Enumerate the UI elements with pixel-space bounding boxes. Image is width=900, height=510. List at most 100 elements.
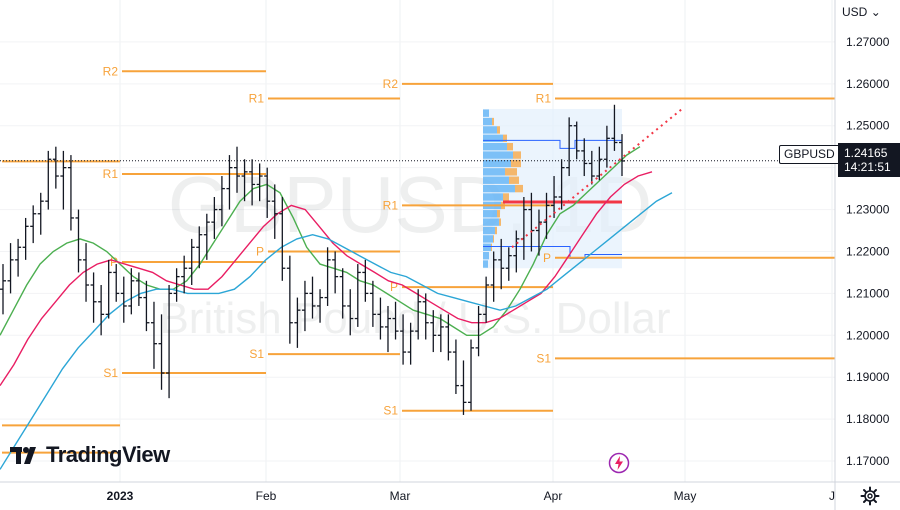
- price-bar[interactable]: [196, 226, 203, 269]
- moving-average-line[interactable]: [0, 192, 673, 470]
- price-bar[interactable]: [67, 155, 74, 231]
- price-bar[interactable]: [75, 209, 82, 273]
- trend-line[interactable]: [511, 108, 683, 249]
- price-bar[interactable]: [113, 264, 120, 302]
- price-bar[interactable]: [513, 230, 520, 273]
- price-bar[interactable]: [445, 314, 452, 361]
- price-bar[interactable]: [324, 247, 331, 306]
- price-bar[interactable]: [211, 196, 218, 239]
- price-bar[interactable]: [0, 264, 6, 315]
- price-bar[interactable]: [128, 268, 135, 315]
- price-bar[interactable]: [551, 176, 558, 218]
- time-axis[interactable]: 2023 Feb Mar Apr May J: [0, 481, 900, 503]
- price-bar[interactable]: [611, 104, 618, 151]
- price-bar[interactable]: [143, 280, 150, 332]
- price-bar[interactable]: [203, 213, 210, 260]
- price-bar[interactable]: [415, 289, 422, 340]
- price-bar[interactable]: [437, 314, 444, 353]
- price-bar[interactable]: [37, 192, 44, 235]
- price-bar[interactable]: [60, 150, 67, 210]
- price-bar[interactable]: [558, 159, 565, 210]
- moving-average-line[interactable]: [0, 146, 641, 336]
- price-bar[interactable]: [181, 255, 188, 294]
- gear-icon[interactable]: [858, 485, 882, 507]
- price-bar[interactable]: [218, 176, 225, 227]
- lightning-icon[interactable]: [608, 452, 630, 474]
- price-bar[interactable]: [158, 314, 165, 390]
- price-bar[interactable]: [475, 305, 482, 357]
- price-bar[interactable]: [588, 150, 595, 185]
- price-bar[interactable]: [22, 217, 29, 260]
- price-bar[interactable]: [581, 138, 588, 177]
- price-bar[interactable]: [90, 272, 97, 323]
- price-bar[interactable]: [573, 121, 580, 160]
- price-bar[interactable]: [468, 339, 475, 411]
- currency-selector[interactable]: USD ⌄: [842, 5, 881, 19]
- price-bar[interactable]: [188, 238, 195, 286]
- price-bar[interactable]: [369, 280, 376, 327]
- price-bar[interactable]: [105, 259, 112, 319]
- price-bar[interactable]: [400, 314, 407, 365]
- price-bars[interactable]: [0, 104, 625, 415]
- price-bar[interactable]: [498, 238, 505, 290]
- overlays[interactable]: [0, 108, 835, 249]
- price-bar[interactable]: [52, 146, 59, 189]
- price-bar[interactable]: [83, 243, 90, 302]
- price-bar[interactable]: [309, 276, 316, 319]
- price-bar[interactable]: [294, 297, 301, 348]
- price-axis[interactable]: 1.270001.260001.250001.240001.230001.220…: [834, 0, 890, 510]
- volume-profile-row-up: [483, 184, 515, 193]
- price-bar[interactable]: [596, 146, 603, 181]
- price-bar[interactable]: [339, 268, 346, 319]
- tradingview-logo[interactable]: TradingView: [10, 440, 170, 470]
- price-bar[interactable]: [286, 255, 293, 344]
- price-bar[interactable]: [150, 301, 157, 369]
- price-bar[interactable]: [135, 272, 142, 306]
- price-bar[interactable]: [120, 276, 127, 323]
- price-bar[interactable]: [483, 276, 490, 323]
- pivot-label: S1: [383, 404, 398, 418]
- price-bar[interactable]: [460, 360, 467, 415]
- price-bar[interactable]: [332, 251, 339, 294]
- price-bar[interactable]: [279, 196, 286, 281]
- volume-profile[interactable]: [483, 108, 622, 269]
- price-bar[interactable]: [264, 167, 271, 218]
- price-bar[interactable]: [45, 150, 52, 210]
- price-bar[interactable]: [7, 243, 14, 294]
- price-bar[interactable]: [166, 285, 173, 399]
- price-bar[interactable]: [384, 305, 391, 353]
- price-bar[interactable]: [249, 159, 256, 206]
- price-bar[interactable]: [271, 184, 278, 239]
- price-bar[interactable]: [317, 289, 324, 323]
- price-bar[interactable]: [226, 155, 233, 210]
- price-bar[interactable]: [407, 322, 414, 365]
- price-bar[interactable]: [30, 205, 37, 244]
- price-bar[interactable]: [528, 192, 535, 252]
- price-bar[interactable]: [98, 285, 105, 336]
- price-bar[interactable]: [173, 268, 180, 302]
- price-bar[interactable]: [234, 146, 241, 193]
- volume-profile-row-up: [483, 226, 495, 235]
- price-bar[interactable]: [566, 117, 573, 177]
- price-bar[interactable]: [535, 209, 542, 256]
- price-bar[interactable]: [430, 310, 437, 353]
- price-bar[interactable]: [354, 264, 361, 327]
- price-bar[interactable]: [256, 163, 263, 202]
- price-bar[interactable]: [505, 247, 512, 281]
- price-bar[interactable]: [543, 192, 550, 239]
- price-bar[interactable]: [490, 251, 497, 302]
- price-bar[interactable]: [347, 289, 354, 336]
- pivot-points[interactable]: R2 R1 P S1 R1 P S1 R2 R1 P S1 R1 P S1: [2, 64, 835, 454]
- price-bar[interactable]: [377, 297, 384, 340]
- value-area-high: [483, 139, 622, 149]
- price-bar[interactable]: [241, 159, 248, 202]
- price-bar[interactable]: [422, 293, 429, 340]
- price-tick-label: 1.25000: [846, 119, 890, 133]
- price-bar[interactable]: [15, 238, 22, 277]
- price-bar[interactable]: [392, 301, 399, 340]
- price-bar[interactable]: [362, 259, 369, 302]
- price-bar[interactable]: [452, 339, 459, 394]
- price-bar[interactable]: [301, 280, 308, 332]
- watermark-description: British Pound / U.S. Dollar: [159, 294, 670, 343]
